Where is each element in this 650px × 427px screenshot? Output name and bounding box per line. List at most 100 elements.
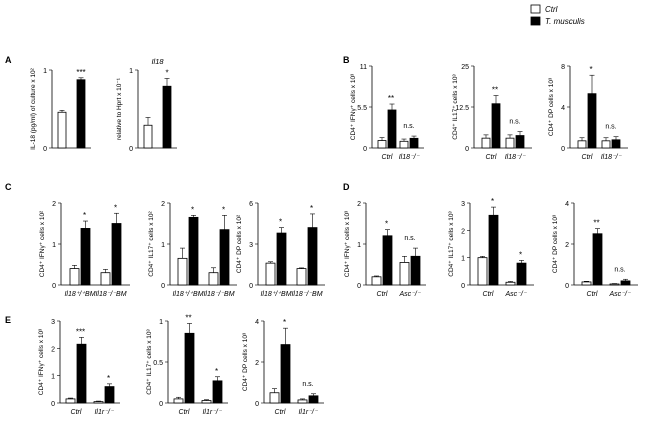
bar-treated xyxy=(212,380,223,404)
y-tick-label: 2 xyxy=(357,201,361,208)
bar-ctrl xyxy=(93,401,104,404)
bar-ctrl xyxy=(265,262,276,286)
bar-treated xyxy=(387,109,397,149)
significance-annotation: * xyxy=(519,250,522,259)
y-axis-label: CD4⁺ DP cells x 10³ xyxy=(242,332,249,391)
y-tick-label: 25 xyxy=(461,64,469,71)
y-axis-label: CD4⁺ IFNγ⁺ cells x 10³ xyxy=(350,73,357,140)
legend-treated-swatch xyxy=(530,16,541,26)
y-tick-label: 0 xyxy=(129,146,133,153)
y-axis-label: CD4⁺ IL17⁺ cells x 10² xyxy=(148,210,155,276)
y-axis-label: CD4⁺ IFNγ⁺ cells x 10² xyxy=(39,210,46,277)
bar-treated xyxy=(280,344,291,404)
bar-ctrl xyxy=(208,272,219,286)
x-group-label: Ctrl xyxy=(587,291,598,298)
x-group-label: Il1r⁻/⁻ xyxy=(298,409,318,416)
chart-c-7: 6 3 0 CD4⁺ DP cells x 10² * Il18⁺/⁺BM * Il18⁻/⁻… xyxy=(236,201,325,298)
y-tick-label: 2 xyxy=(255,360,259,367)
significance-annotation: ** xyxy=(492,86,498,95)
y-tick-label: 3 xyxy=(51,319,55,326)
x-group-label: Asc⁻/⁻ xyxy=(504,291,527,298)
bar-treated xyxy=(111,223,122,286)
bar-treated xyxy=(308,395,319,404)
y-axis-label: CD4⁺ IL17⁺ cells x 10³ xyxy=(448,210,455,276)
bar-ctrl xyxy=(399,262,410,286)
chart-b-3: 25 12.5 0 CD4⁺ IL17⁺ cells x 10³ ** Ctrl n.s. I… xyxy=(452,64,532,161)
bar-ctrl xyxy=(505,137,515,149)
panel-label-a: A xyxy=(5,55,12,65)
y-tick-label: 6 xyxy=(249,201,253,208)
bar-treated xyxy=(410,255,421,286)
y-axis-label: IL-18 (pg/ml) of culture x 10² xyxy=(30,67,37,149)
y-tick-label: 3 xyxy=(461,201,465,208)
significance-annotation: n.s. xyxy=(509,119,520,126)
bar-treated xyxy=(76,79,86,149)
x-group-label: Ctrl xyxy=(382,154,393,161)
chart-c-5: 2 1 0 CD4⁺ IFNγ⁺ cells x 10² * Il18⁺/⁺BM * Il18… xyxy=(39,201,130,298)
bar-ctrl xyxy=(477,257,488,286)
x-group-label: Ctrl xyxy=(483,291,494,298)
y-tick-label: 1 xyxy=(461,256,465,263)
bar-ctrl xyxy=(609,283,620,286)
y-tick-label: 0 xyxy=(461,283,465,290)
significance-annotation: n.s. xyxy=(302,381,313,388)
significance-annotation: * xyxy=(191,205,194,214)
x-group-label: Ctrl xyxy=(179,409,190,416)
chart-title: Il18 xyxy=(151,57,164,66)
x-group-label: Il1r⁻/⁻ xyxy=(94,409,114,416)
legend: Ctrl T. musculis xyxy=(530,4,585,26)
x-group-label: Asc⁻/⁻ xyxy=(398,291,421,298)
y-axis-label: CD4⁺ DP cells x 10² xyxy=(236,214,243,273)
bar-ctrl xyxy=(100,272,111,286)
y-tick-label: 2 xyxy=(52,201,56,208)
chart-d-8: 2 1 0 CD4⁺ IFNγ⁺ cells x 10³ * Ctrl n.s. Asc⁻/⁻ xyxy=(344,201,426,298)
bar-treated xyxy=(592,233,603,286)
x-group-label: Il18⁻/⁻ xyxy=(399,154,421,161)
y-tick-label: 1 xyxy=(52,242,56,249)
significance-annotation: * xyxy=(310,204,313,213)
chart-b-4: 8 4 0 CD4⁺ DP cells x 10³ * Ctrl n.s. Il18⁻/⁻ xyxy=(548,64,628,161)
y-tick-label: 0 xyxy=(255,401,259,408)
y-tick-label: 0 xyxy=(43,146,47,153)
significance-annotation: n.s. xyxy=(403,123,414,130)
y-tick-label: 0 xyxy=(565,283,569,290)
significance-annotation: * xyxy=(491,197,494,206)
y-axis-label: CD4⁺ IFNγ⁺ cells x 10³ xyxy=(344,210,351,277)
bar-treated xyxy=(587,93,597,149)
significance-annotation: * xyxy=(83,211,86,220)
y-axis-label: CD4⁺ IL17⁺ cells x 10³ xyxy=(146,328,153,394)
legend-ctrl-label: Ctrl xyxy=(545,5,558,14)
significance-annotation: *** xyxy=(76,68,85,77)
bar-treated xyxy=(491,103,501,149)
bar-ctrl xyxy=(69,268,80,286)
significance-annotation: * xyxy=(385,220,388,229)
chart-d-10: 4 2 0 CD4⁺ DP cells x 10³ ** Ctrl n.s. Asc⁻/⁻ xyxy=(552,201,638,298)
chart-e-13: 4 2 0 CD4⁺ DP cells x 10³ * Ctrl n.s. Il1r⁻/⁻ xyxy=(242,318,324,416)
bar-treated xyxy=(516,262,527,286)
significance-annotation: *** xyxy=(76,327,85,336)
bar-treated xyxy=(488,214,499,286)
significance-annotation: * xyxy=(215,367,218,376)
bar-treated xyxy=(162,85,172,149)
bar-treated xyxy=(76,343,87,404)
y-tick-label: 4 xyxy=(255,319,259,326)
significance-annotation: n.s. xyxy=(614,266,625,273)
legend-ctrl-swatch xyxy=(530,4,541,14)
x-group-label: Il18⁻/⁻BM xyxy=(291,291,322,298)
bar-treated xyxy=(382,235,393,286)
y-tick-label: 1 xyxy=(51,374,55,381)
x-group-label: Il18⁻/⁻BM xyxy=(203,291,234,298)
significance-annotation: * xyxy=(283,318,286,327)
chart-e-12: 1 0.5 0 CD4⁺ IL17⁺ cells x 10³ ** Ctrl * Il1r⁻/… xyxy=(146,313,228,416)
x-group-label: Il1r⁻/⁻ xyxy=(202,409,222,416)
chart-e-11: 3 2 1 0 CD4⁺ IFNγ⁺ cells x 10³ *** Ctrl * Il1r⁻/… xyxy=(38,319,120,416)
y-tick-label: 0 xyxy=(159,401,163,408)
bar-ctrl xyxy=(297,399,308,404)
bar-treated xyxy=(409,137,419,149)
bar-ctrl xyxy=(601,140,611,149)
bar-treated xyxy=(184,332,195,404)
bar-ctrl xyxy=(177,257,188,286)
chart-b-2: 11 5.5 0 CD4⁺ IFNγ⁺ cells x 10³ ** Ctrl n.s. Il… xyxy=(350,64,424,161)
